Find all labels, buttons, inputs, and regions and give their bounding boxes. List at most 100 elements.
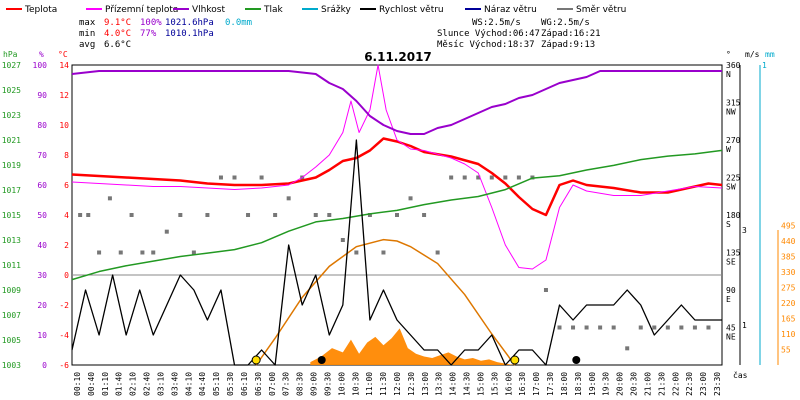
rad-tick: 165 <box>781 315 796 324</box>
temp-tick: -4 <box>59 331 69 340</box>
time-tick: 12:30 <box>407 372 416 396</box>
moon-rise: Měsíc Východ:18:37 <box>437 40 535 50</box>
moonset-marker <box>317 356 326 364</box>
time-tick: 22:30 <box>685 372 694 396</box>
axis-label-mm: mm <box>765 50 775 59</box>
wind-direction-point <box>665 325 670 330</box>
moon-set: Západ:9:13 <box>541 40 595 50</box>
time-tick: 21:00 <box>643 372 652 396</box>
hpa-tick: 1025 <box>2 86 21 95</box>
legend-prizemni-teplota: Přízemní teplota <box>86 5 178 15</box>
dir-tick: 315 <box>726 99 741 108</box>
dir-compass-tick: W <box>726 145 731 154</box>
time-tick: 22:00 <box>671 372 680 396</box>
wind-direction-point <box>435 250 440 255</box>
wind-direction-point <box>140 250 145 255</box>
dir-tick: 225 <box>726 174 741 183</box>
sun-moon-markers <box>251 355 581 365</box>
wind-direction-point <box>246 213 251 217</box>
sun-rise: Slunce Východ:06:47 <box>437 29 540 39</box>
time-tick: 20:00 <box>616 372 625 396</box>
dir-tick: 360 <box>726 61 741 70</box>
ms-tick: 1 <box>742 321 747 330</box>
legend-smer-vetru-label: Směr větru <box>576 5 626 15</box>
temp-tick: -2 <box>59 301 69 310</box>
time-tick: 02:10 <box>129 372 138 396</box>
wind-direction-point <box>118 250 123 255</box>
wind-direction-point <box>489 175 494 180</box>
stat-min-hum: 77% <box>140 29 157 39</box>
time-tick: 23:00 <box>699 372 708 396</box>
chart-title: 6.11.2017 <box>364 50 432 64</box>
wind-direction-point <box>273 213 278 217</box>
radiation-area-layer <box>310 328 514 365</box>
rad-tick: 440 <box>781 237 796 246</box>
temp-tick: 14 <box>59 61 69 70</box>
sun-set: Západ:16:21 <box>541 29 601 39</box>
time-tick: 02:40 <box>143 372 152 396</box>
temp-tick: 2 <box>64 241 69 250</box>
pct-tick: 90 <box>37 91 47 100</box>
hpa-tick: 1003 <box>2 361 21 370</box>
wind-direction-point <box>164 229 169 234</box>
stat-max-label: max <box>79 18 96 28</box>
time-tick: 05:10 <box>212 372 221 396</box>
legend-prizemni-teplota-label: Přízemní teplota <box>105 5 178 15</box>
pct-tick: 70 <box>37 151 47 160</box>
legend-smer-vetru: Směr větru <box>557 5 626 15</box>
time-tick: 23:30 <box>713 372 722 396</box>
dir-tick: 270 <box>726 136 741 145</box>
axis-label-time: čas <box>733 370 748 380</box>
time-tick: 20:30 <box>630 372 639 396</box>
rad-tick: 275 <box>781 284 796 293</box>
hpa-tick: 1019 <box>2 161 21 170</box>
dir-compass-tick: SW <box>726 183 736 192</box>
wind-direction-point <box>611 325 616 330</box>
series-lines-layer <box>71 64 723 366</box>
pct-tick: 80 <box>37 121 47 130</box>
dir-tick: 180 <box>726 211 741 220</box>
wind-direction-point <box>381 250 386 255</box>
axis-label-temp: °C <box>58 50 68 59</box>
wind-direction-point <box>557 325 562 330</box>
wind-direction-point <box>97 250 102 255</box>
chart-legend: Teplota Přízemní teplota Vlhkost Tlak Sr… <box>6 5 626 15</box>
time-tick: 13:30 <box>435 372 444 396</box>
wind-direction-point <box>598 325 603 330</box>
time-tick: 01:10 <box>101 372 110 396</box>
time-tick: 01:40 <box>115 372 124 396</box>
axis-label-dir: ° <box>726 50 731 59</box>
legend-tlak: Tlak <box>245 5 284 15</box>
stat-max-hum: 100% <box>140 18 162 28</box>
wind-direction-point <box>107 196 112 201</box>
hpa-tick: 1005 <box>2 336 21 345</box>
rad-tick: 55 <box>781 346 791 355</box>
wind-direction-point <box>151 250 156 255</box>
wind-direction-point <box>449 175 454 180</box>
ms-tick: 3 <box>742 226 747 235</box>
astro-block: WS:2.5m/s WG:2.5m/s Slunce Východ:06:47 … <box>437 18 601 50</box>
stat-max-press: 1021.6hPa <box>165 18 214 28</box>
wind-direction-point <box>313 213 318 217</box>
wind-direction-point <box>232 175 237 180</box>
legend-naraz-vetru: Náraz větru <box>465 5 537 15</box>
time-tick: 19:30 <box>602 372 611 396</box>
pct-tick: 40 <box>37 241 47 250</box>
hpa-tick: 1027 <box>2 61 21 70</box>
rad-tick: 220 <box>781 299 796 308</box>
stat-max-rain: 0.0mm <box>225 18 252 28</box>
axis-label-ms: m/s <box>745 50 760 59</box>
wind-direction-point <box>679 325 684 330</box>
hpa-tick: 1015 <box>2 211 21 220</box>
temp-tick: 4 <box>64 211 69 220</box>
time-tick: 08:30 <box>296 372 305 396</box>
sunset-marker <box>510 355 520 365</box>
pct-tick: 100 <box>33 61 48 70</box>
legend-rychlost-vetru-label: Rychlost větru <box>379 5 444 15</box>
wind-direction-point <box>408 196 413 201</box>
axis-label-hpa: hPa <box>3 50 18 59</box>
hpa-tick: 1021 <box>2 136 21 145</box>
series-line-tlak <box>71 149 723 281</box>
stat-min-press: 1010.1hPa <box>165 29 214 39</box>
